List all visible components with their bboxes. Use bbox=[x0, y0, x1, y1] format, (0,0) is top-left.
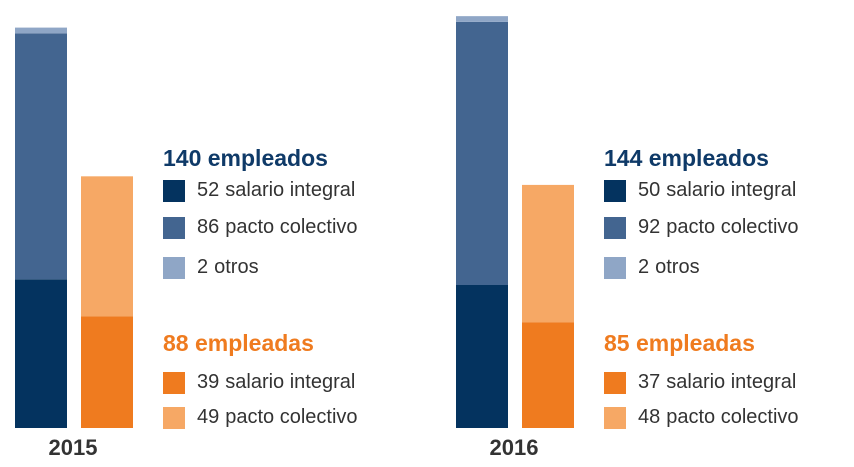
legend-name: otros bbox=[214, 256, 258, 278]
legend-swatch bbox=[604, 217, 626, 239]
legend-value: 48 bbox=[638, 406, 660, 428]
legend-swatch bbox=[604, 257, 626, 279]
legend-name: otros bbox=[655, 256, 699, 278]
legend-name: pacto colectivo bbox=[666, 406, 798, 428]
legend-entry: 2 otros bbox=[638, 256, 700, 278]
bar-segment bbox=[456, 16, 508, 22]
legend-entry: 92 pacto colectivo bbox=[638, 216, 799, 238]
legend-swatch bbox=[163, 407, 185, 429]
legend-swatch bbox=[163, 217, 185, 239]
legend-name: salario integral bbox=[666, 371, 796, 393]
legend-entry: 37 salario integral bbox=[638, 371, 796, 393]
bar-segment bbox=[456, 285, 508, 428]
bar-segment bbox=[81, 316, 133, 428]
legend-entry: 48 pacto colectivo bbox=[638, 406, 799, 428]
legend-swatch bbox=[604, 407, 626, 429]
legend-entry: 39 salario integral bbox=[197, 371, 355, 393]
legend-value: 92 bbox=[638, 216, 660, 238]
legend-name: salario integral bbox=[666, 179, 796, 201]
legend-name: salario integral bbox=[225, 371, 355, 393]
bar-segment bbox=[81, 176, 133, 317]
bar-segment bbox=[15, 27, 67, 34]
group-label: 140 empleados bbox=[163, 145, 328, 171]
year-label: 2016 bbox=[490, 435, 539, 460]
year-label: 2015 bbox=[49, 435, 98, 460]
legend-entry: 50 salario integral bbox=[638, 179, 796, 201]
legend-value: 2 bbox=[638, 256, 649, 278]
legend-swatch bbox=[163, 180, 185, 202]
legend-entry: 52 salario integral bbox=[197, 179, 355, 201]
legend-swatch bbox=[163, 257, 185, 279]
legend-value: 2 bbox=[197, 256, 208, 278]
bar-segment bbox=[15, 279, 67, 428]
group-label: 144 empleados bbox=[604, 145, 769, 171]
group-label: 88 empleadas bbox=[163, 330, 314, 356]
bar-segment bbox=[522, 322, 574, 428]
bar-segment bbox=[522, 184, 574, 323]
legend-name: pacto colectivo bbox=[225, 216, 357, 238]
group-label: 85 empleadas bbox=[604, 330, 755, 356]
legend-name: pacto colectivo bbox=[225, 406, 357, 428]
legend-value: 49 bbox=[197, 406, 219, 428]
legend-entry: 49 pacto colectivo bbox=[197, 406, 358, 428]
legend-name: salario integral bbox=[225, 179, 355, 201]
legend-entry: 86 pacto colectivo bbox=[197, 216, 358, 238]
legend-value: 37 bbox=[638, 371, 660, 393]
legend-value: 50 bbox=[638, 179, 660, 201]
legend-entry: 2 otros bbox=[197, 256, 259, 278]
legend-swatch bbox=[604, 180, 626, 202]
legend-name: pacto colectivo bbox=[666, 216, 798, 238]
legend-swatch bbox=[604, 372, 626, 394]
bar-segment bbox=[456, 21, 508, 285]
legend-swatch bbox=[163, 372, 185, 394]
legend-value: 86 bbox=[197, 216, 219, 238]
bar-segment bbox=[15, 33, 67, 280]
legend-value: 52 bbox=[197, 179, 219, 201]
legend-value: 39 bbox=[197, 371, 219, 393]
